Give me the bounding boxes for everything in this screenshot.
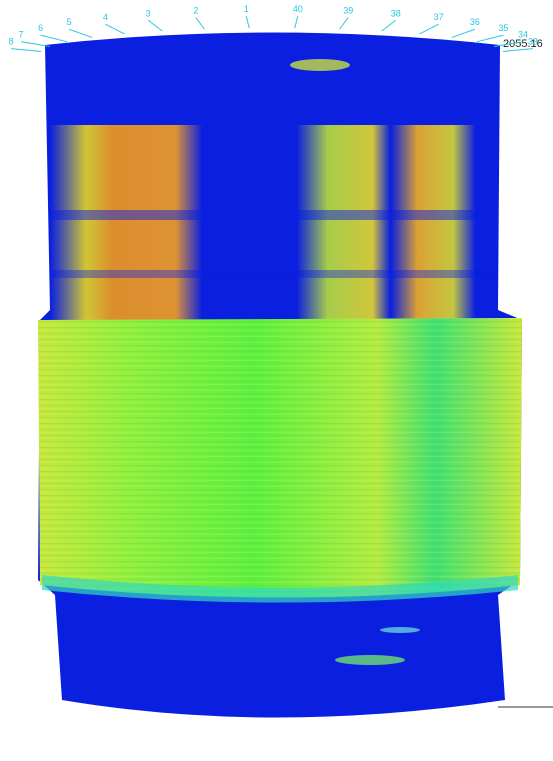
- sensor-ray: [147, 19, 163, 32]
- sensor-ray: [195, 17, 205, 30]
- middle-band-texture: [38, 318, 522, 598]
- sensor-label: 33: [528, 37, 538, 47]
- sensor-ray: [494, 41, 524, 48]
- spot: [335, 655, 405, 665]
- sensor-label: 8: [9, 37, 14, 47]
- sensor-ray: [339, 17, 349, 30]
- sensor-ray: [419, 23, 439, 35]
- depth-label: 2055.16: [503, 38, 543, 50]
- sensor-label: 1: [244, 4, 249, 14]
- sensor-ray: [11, 48, 42, 53]
- band-edge: [42, 575, 518, 603]
- upper-anomaly: [50, 125, 498, 320]
- sensor-label: 39: [343, 6, 353, 16]
- sensor-label: 2: [193, 6, 198, 16]
- sensor-ray: [245, 16, 250, 29]
- sensor-label: 37: [434, 12, 444, 22]
- upper-streak: [50, 210, 498, 220]
- sensor-label: 34: [518, 30, 528, 40]
- sensor-label: 4: [103, 12, 108, 22]
- sensor-label: 38: [391, 8, 401, 18]
- sensor-ray: [451, 28, 476, 39]
- sensor-label: 35: [498, 23, 508, 33]
- sensor-ray: [502, 48, 533, 53]
- sensor-label: 5: [67, 17, 72, 27]
- spot: [290, 59, 350, 71]
- sensor-ray: [105, 23, 125, 35]
- sensor-ray: [294, 16, 299, 29]
- sensor-label: 6: [38, 23, 43, 33]
- sensor-ray: [381, 19, 397, 32]
- upper-streak: [50, 270, 498, 278]
- sensor-label: 40: [293, 4, 303, 14]
- sensor-label: 7: [19, 30, 24, 40]
- spot: [380, 627, 420, 633]
- sensor-label: 3: [146, 8, 151, 18]
- sensor-ray: [40, 34, 68, 43]
- sensor-ray: [68, 28, 93, 39]
- sensor-ray: [20, 41, 50, 48]
- sensor-ray: [476, 34, 504, 43]
- sensor-label: 36: [470, 17, 480, 27]
